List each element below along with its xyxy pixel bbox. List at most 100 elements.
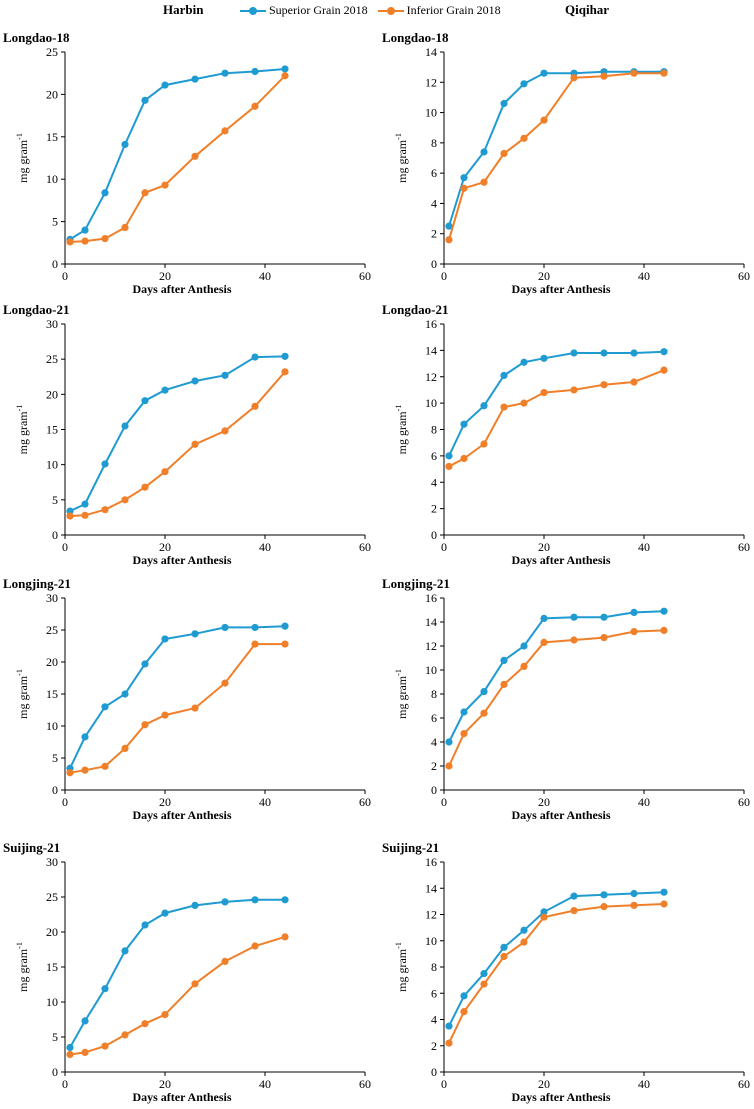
data-point-inferior	[121, 744, 129, 753]
y-tick-label: 30	[46, 317, 58, 331]
data-point-inferior	[500, 680, 508, 689]
data-point-inferior	[141, 189, 149, 197]
data-point-superior	[121, 140, 129, 149]
series-line-inferior	[448, 369, 665, 468]
data-point-superior	[161, 635, 169, 643]
y-axis-label-superscript: -1	[15, 669, 24, 676]
data-point-superior	[281, 352, 289, 360]
chart-panel-7: Suijing-21 0 5 10 15 20 25 30 0 20 40 60 Days after …	[3, 840, 371, 1104]
data-point-superior	[600, 891, 608, 899]
legend-marker-superior	[240, 6, 266, 16]
y-tick-label: 10	[46, 458, 58, 472]
panel-title: Longjing-21	[382, 576, 450, 591]
series-line-superior	[448, 70, 664, 227]
data-point-inferior	[445, 236, 453, 244]
y-tick-label: 6	[431, 986, 437, 1000]
series-line-inferior	[69, 643, 285, 774]
data-point-inferior	[281, 933, 289, 941]
chart-panel-2: Longdao-18 0 2 4 6 8 10 12 14 0 20 40 60 Days after A…	[382, 30, 750, 296]
y-tick-label: 10	[425, 934, 437, 948]
data-point-superior	[480, 688, 488, 696]
y-axis-label-text: mg gram	[395, 675, 409, 719]
data-point-inferior	[251, 640, 259, 648]
data-point-inferior	[281, 640, 289, 648]
data-point-superior	[251, 353, 259, 361]
y-tick-label: 10	[46, 995, 58, 1009]
data-point-superior	[141, 921, 149, 929]
y-tick-label: 4	[431, 196, 437, 210]
data-point-inferior	[500, 403, 508, 411]
y-tick-label: 12	[425, 639, 437, 653]
data-point-superior	[460, 420, 468, 428]
panel-title: Longdao-21	[382, 302, 448, 317]
data-point-inferior	[81, 1048, 89, 1056]
y-tick-label: 6	[431, 711, 437, 725]
y-tick-label: 16	[425, 591, 437, 605]
data-point-inferior	[520, 134, 528, 142]
data-point-superior	[540, 69, 548, 77]
y-tick-label: 2	[431, 759, 437, 773]
data-point-inferior	[191, 980, 199, 988]
data-point-inferior	[101, 506, 109, 514]
y-axis-label-text: mg gram	[16, 411, 30, 455]
y-axis-label-text: mg gram	[16, 675, 30, 719]
y-axis-label: mg gram-1	[15, 669, 30, 719]
data-point-superior	[161, 81, 169, 89]
series-line-inferior	[69, 74, 286, 243]
data-point-inferior	[460, 184, 468, 192]
data-point-inferior	[500, 149, 508, 158]
y-tick-label: 4	[431, 475, 437, 489]
data-point-inferior	[66, 1050, 74, 1059]
data-point-superior	[460, 174, 468, 182]
data-point-inferior	[221, 679, 229, 687]
data-point-inferior	[570, 386, 578, 394]
y-tick-label: 0	[52, 783, 58, 797]
y-axis-label: mg gram-1	[394, 942, 409, 992]
panel-title: Longdao-18	[3, 30, 70, 45]
x-tick-label: 0	[62, 269, 68, 283]
data-point-inferior	[66, 512, 74, 520]
y-axis-label-superscript: -1	[15, 942, 24, 949]
data-point-superior	[191, 75, 199, 83]
y-tick-label: 14	[425, 343, 437, 357]
x-tick-label: 60	[359, 540, 371, 554]
y-tick-label: 10	[425, 663, 437, 677]
data-point-inferior	[480, 709, 488, 717]
y-axis-label: mg gram-1	[394, 405, 409, 455]
data-point-inferior	[480, 980, 488, 988]
data-point-inferior	[600, 72, 608, 80]
x-tick-label: 20	[159, 795, 171, 809]
data-point-superior	[600, 349, 608, 357]
y-tick-label: 5	[52, 215, 58, 229]
x-tick-label: 40	[638, 1077, 650, 1091]
data-point-inferior	[600, 381, 608, 389]
data-point-inferior	[540, 388, 548, 397]
y-tick-label: 20	[46, 655, 58, 669]
data-point-inferior	[191, 440, 199, 448]
data-point-superior	[460, 992, 468, 1000]
data-point-superior	[660, 607, 668, 615]
data-point-superior	[81, 733, 89, 741]
data-point-inferior	[600, 634, 608, 642]
data-point-inferior	[660, 900, 668, 908]
series-line-superior	[69, 625, 286, 769]
y-tick-label: 0	[52, 257, 58, 271]
y-tick-label: 10	[46, 172, 58, 186]
y-tick-label: 20	[46, 925, 58, 939]
x-tick-label: 40	[259, 1077, 271, 1091]
data-point-superior	[500, 99, 508, 108]
series-line-superior	[448, 610, 665, 743]
series-line-superior	[69, 355, 286, 513]
legend-item-inferior: Inferior Grain 2018	[377, 3, 501, 18]
x-tick-label: 60	[738, 269, 750, 283]
data-point-inferior	[480, 178, 488, 186]
y-tick-label: 25	[46, 352, 58, 366]
data-point-inferior	[460, 730, 468, 738]
data-point-superior	[500, 371, 508, 380]
data-point-inferior	[460, 1008, 468, 1016]
x-tick-label: 60	[359, 1077, 371, 1091]
y-axis-label: mg gram-1	[15, 942, 30, 992]
data-point-superior	[460, 708, 468, 716]
data-point-superior	[81, 226, 89, 234]
